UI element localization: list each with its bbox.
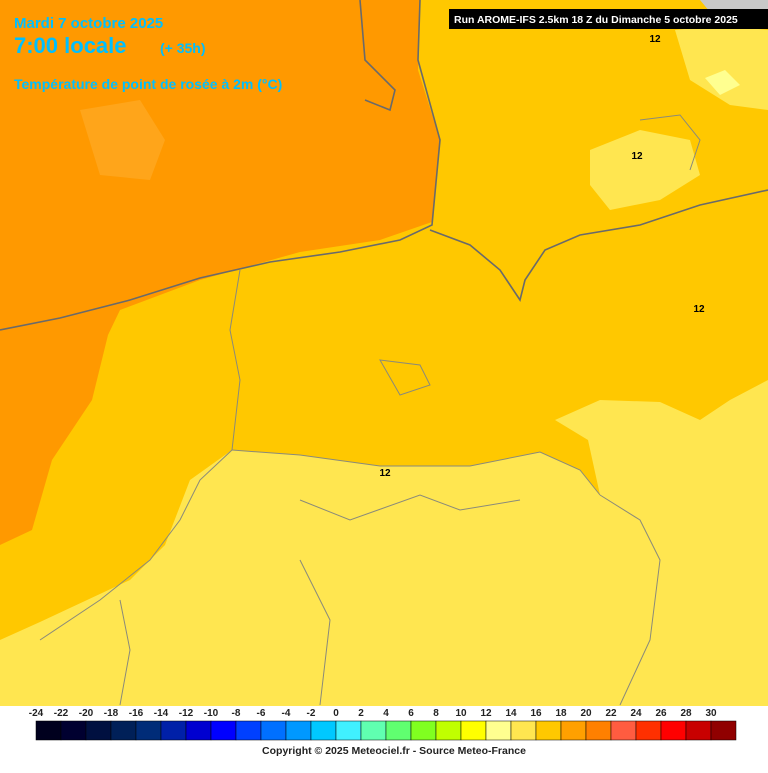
legend-swatch <box>410 720 437 741</box>
legend-label: 10 <box>455 708 467 719</box>
legend-swatch <box>435 720 462 741</box>
legend-label: -6 <box>257 708 266 719</box>
legend-swatch <box>235 720 262 741</box>
legend-label: -2 <box>307 708 316 719</box>
legend-label: -20 <box>79 708 94 719</box>
legend-label: 4 <box>383 708 389 719</box>
contour-label: 12 <box>693 304 705 315</box>
coastline <box>0 0 441 331</box>
legend-label: 18 <box>555 708 567 719</box>
legend-label: -10 <box>204 708 219 719</box>
legend-swatch <box>385 720 412 741</box>
legend-label: -12 <box>179 708 194 719</box>
contour-label: 12 <box>379 468 391 479</box>
legend-label: -24 <box>29 708 44 719</box>
legend-swatch <box>535 720 562 741</box>
time: 7:00 locale <box>14 33 127 58</box>
legend-swatch <box>210 720 237 741</box>
coastline <box>359 0 396 112</box>
river <box>429 189 768 302</box>
contour-label: 12 <box>649 34 661 45</box>
legend-swatch <box>610 720 637 741</box>
run-info: Run AROME-IFS 2.5km 18 Z du Dimanche 5 o… <box>454 14 738 26</box>
legend-swatch <box>110 720 137 741</box>
legend-swatch <box>60 720 87 741</box>
legend-swatch <box>485 720 512 741</box>
legend-label: 14 <box>505 708 517 719</box>
parameter: Température de point de rosée à 2m (°C) <box>14 76 282 92</box>
zone-8-10 <box>705 70 740 95</box>
legend-label: -22 <box>54 708 69 719</box>
run-box <box>449 9 768 29</box>
legend-label: -16 <box>129 708 144 719</box>
legend-label: 6 <box>408 708 414 719</box>
legend-label: -4 <box>282 708 291 719</box>
legend-swatch <box>710 720 737 741</box>
legend-label: 12 <box>480 708 492 719</box>
legend-label: -14 <box>154 708 169 719</box>
legend-label: 30 <box>705 708 717 719</box>
lake <box>379 114 701 396</box>
lead-time: (+ 35h) <box>160 40 206 56</box>
legend-swatch <box>360 720 387 741</box>
copyright: Copyright © 2025 Meteociel.fr - Source M… <box>262 745 526 757</box>
legend-label: 28 <box>680 708 692 719</box>
legend-label: 24 <box>630 708 642 719</box>
legend-label: 2 <box>358 708 364 719</box>
legend-label: 0 <box>333 708 339 719</box>
legend-swatch <box>135 720 162 741</box>
legend-swatch <box>285 720 312 741</box>
legend-label: 22 <box>605 708 617 719</box>
legend-swatch <box>460 720 487 741</box>
legend-label: 8 <box>433 708 439 719</box>
legend-swatch <box>160 720 187 741</box>
zone-14-16 <box>80 100 165 180</box>
legend-label: -18 <box>104 708 119 719</box>
legend-label: 20 <box>580 708 592 719</box>
legend-swatch <box>85 720 112 741</box>
legend-swatch <box>635 720 662 741</box>
legend-swatch <box>510 720 537 741</box>
legend-label: 16 <box>530 708 542 719</box>
color-legend: -24 -22 -20 -18 -16 -14 -12 -10 -8 -6 -4 -2 0 2 4 6 8 10 1… <box>29 708 737 741</box>
legend-swatch <box>335 720 362 741</box>
border <box>119 494 661 706</box>
border <box>39 269 241 641</box>
legend-swatch <box>585 720 612 741</box>
legend-swatch <box>560 720 587 741</box>
legend-swatch <box>685 720 712 741</box>
legend-label: 26 <box>655 708 667 719</box>
zone-10-12 <box>590 130 700 210</box>
legend-swatch <box>310 720 337 741</box>
legend-swatch <box>260 720 287 741</box>
legend-label: -8 <box>232 708 241 719</box>
legend-swatch <box>35 720 62 741</box>
border <box>231 449 601 496</box>
contour-label: 12 <box>631 151 643 162</box>
legend-swatch <box>185 720 212 741</box>
zone-10-12 <box>675 25 768 110</box>
date: Mardi 7 octobre 2025 <box>14 15 163 32</box>
legend-swatch <box>660 720 687 741</box>
